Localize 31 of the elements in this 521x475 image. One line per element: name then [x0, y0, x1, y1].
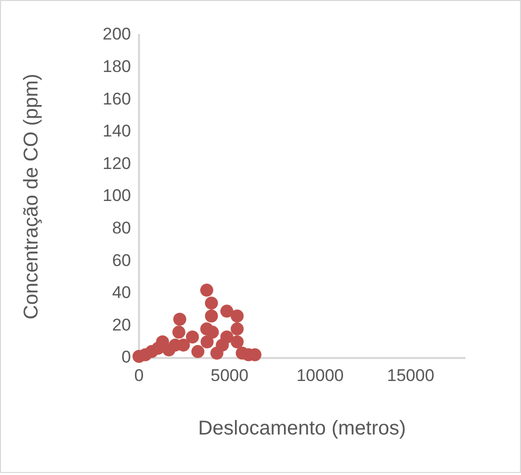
y-tick-label: 60: [112, 250, 131, 270]
y-axis-title: Concentração de CO (ppm): [20, 74, 43, 320]
x-tick-label: 15000: [387, 366, 434, 385]
point: [230, 322, 244, 336]
point: [220, 330, 234, 344]
point: [206, 326, 219, 339]
point: [230, 335, 244, 348]
point: [186, 330, 199, 344]
point: [220, 304, 234, 318]
y-tick-label: 0: [122, 348, 131, 367]
point: [200, 335, 214, 348]
y-tick-label: 40: [112, 283, 131, 302]
x-axis-title: Deslocamento (metros): [198, 418, 406, 440]
point: [173, 312, 186, 326]
point: [200, 284, 214, 297]
point: [172, 326, 186, 339]
y-tick-label: 160: [102, 89, 131, 108]
x-tick-label: 0: [134, 366, 144, 385]
point: [204, 310, 218, 323]
y-tick-label: 120: [102, 154, 131, 173]
x-tick-label: 10000: [296, 366, 344, 385]
y-tick-label: 20: [112, 315, 131, 334]
point: [191, 345, 204, 358]
y-tick-label: 80: [112, 218, 131, 238]
x-tick-label: 5000: [210, 366, 248, 385]
y-tick-label: 140: [102, 122, 131, 141]
y-tick-label: 180: [102, 56, 131, 76]
point: [204, 296, 218, 310]
y-tick-label: 100: [102, 186, 131, 206]
y-tick-label: 200: [102, 24, 131, 44]
point: [230, 310, 244, 323]
